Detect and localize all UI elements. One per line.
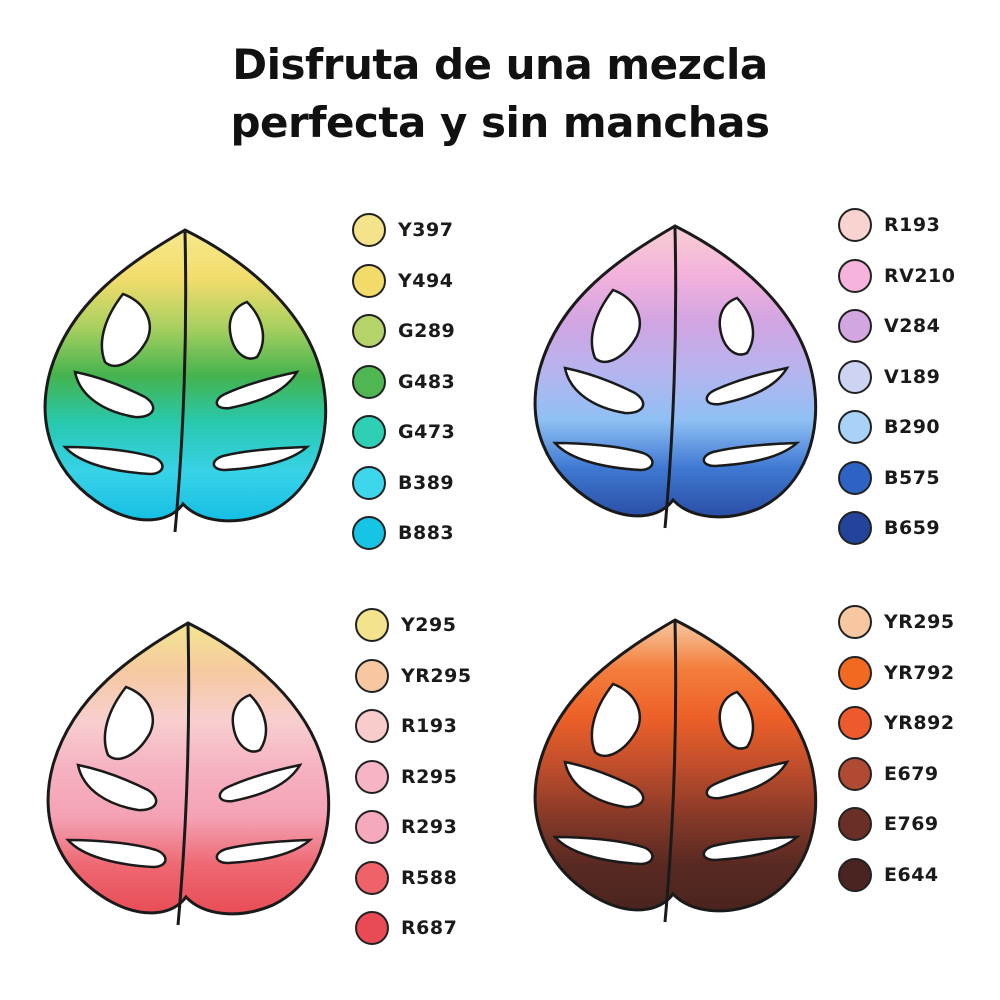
swatch: YR295 bbox=[355, 651, 505, 702]
swatch: G483 bbox=[352, 357, 502, 408]
color-dot bbox=[352, 364, 386, 399]
color-dot bbox=[352, 465, 386, 500]
color-code: R193 bbox=[401, 715, 458, 738]
color-dot bbox=[352, 516, 386, 551]
swatch: V284 bbox=[838, 301, 988, 352]
swatch: E644 bbox=[838, 850, 988, 901]
swatch: YR295 bbox=[838, 597, 988, 648]
swatch: B290 bbox=[838, 402, 988, 453]
color-code: V189 bbox=[884, 365, 941, 388]
color-code: E679 bbox=[884, 762, 939, 785]
color-dot bbox=[838, 655, 872, 690]
color-code: Y494 bbox=[398, 269, 454, 292]
swatch: G473 bbox=[352, 407, 502, 458]
color-dot bbox=[352, 263, 386, 298]
swatch: R193 bbox=[838, 200, 988, 251]
swatch: YR792 bbox=[838, 648, 988, 699]
leaf-svg bbox=[43, 228, 328, 533]
swatch: R588 bbox=[355, 853, 505, 904]
swatch: R687 bbox=[355, 903, 505, 954]
color-code: B575 bbox=[884, 466, 941, 489]
swatch: R193 bbox=[355, 701, 505, 752]
color-dot bbox=[355, 658, 389, 693]
color-dot bbox=[838, 460, 872, 495]
color-code: RV210 bbox=[884, 264, 956, 287]
swatch: V189 bbox=[838, 352, 988, 403]
swatch: B389 bbox=[352, 458, 502, 509]
color-dot bbox=[355, 810, 389, 845]
swatch-list-red: Y295 YR295 R193 R295 R293 R588 R687 bbox=[355, 600, 505, 954]
swatch: B575 bbox=[838, 453, 988, 504]
swatch-list-green: Y397 Y494 G289 G483 G473 B389 B883 bbox=[352, 205, 502, 559]
swatch: R295 bbox=[355, 752, 505, 803]
color-dot bbox=[838, 605, 872, 640]
leaf-illustration-red bbox=[38, 615, 338, 935]
color-dot bbox=[838, 309, 872, 344]
leaf-svg bbox=[533, 224, 818, 529]
color-dot bbox=[838, 756, 872, 791]
color-dot bbox=[838, 807, 872, 842]
color-code: R588 bbox=[401, 866, 458, 889]
leaf-illustration-brown bbox=[525, 612, 825, 932]
swatch-list-blue: R193 RV210 V284 V189 B290 B575 B659 bbox=[838, 200, 988, 554]
color-code: G289 bbox=[398, 320, 456, 343]
color-dot bbox=[352, 415, 386, 450]
swatch: B883 bbox=[352, 508, 502, 559]
swatch: B659 bbox=[838, 503, 988, 554]
color-code: Y397 bbox=[398, 219, 454, 242]
color-code: R295 bbox=[401, 765, 458, 788]
swatch: YR892 bbox=[838, 698, 988, 749]
swatch: RV210 bbox=[838, 251, 988, 302]
swatch: E679 bbox=[838, 749, 988, 800]
color-dot bbox=[355, 911, 389, 946]
leaf-illustration-blue bbox=[525, 218, 825, 538]
color-code: R293 bbox=[401, 816, 458, 839]
leaf-svg bbox=[46, 621, 331, 926]
color-dot bbox=[838, 857, 872, 892]
color-dot bbox=[352, 314, 386, 349]
swatch: R293 bbox=[355, 802, 505, 853]
headline-line-2: perfecta y sin manchas bbox=[230, 98, 770, 147]
color-code: B659 bbox=[884, 517, 941, 540]
headline: Disfruta de una mezcla perfecta y sin ma… bbox=[0, 36, 1000, 152]
swatch: Y295 bbox=[355, 600, 505, 651]
color-dot bbox=[352, 213, 386, 248]
color-code: G473 bbox=[398, 421, 456, 444]
color-dot bbox=[355, 608, 389, 643]
color-dot bbox=[355, 860, 389, 895]
color-code: YR892 bbox=[884, 712, 955, 735]
color-code: V284 bbox=[884, 315, 941, 338]
color-dot bbox=[838, 208, 872, 243]
swatch: E769 bbox=[838, 799, 988, 850]
color-code: R193 bbox=[884, 214, 941, 237]
color-code: B883 bbox=[398, 522, 455, 545]
color-code: G483 bbox=[398, 370, 456, 393]
color-dot bbox=[838, 359, 872, 394]
headline-line-1: Disfruta de una mezcla bbox=[232, 40, 768, 89]
color-code: YR792 bbox=[884, 661, 955, 684]
color-code: B290 bbox=[884, 416, 941, 439]
color-code: YR295 bbox=[401, 664, 472, 687]
color-dot bbox=[355, 759, 389, 794]
swatch: Y397 bbox=[352, 205, 502, 256]
color-code: B389 bbox=[398, 471, 455, 494]
color-code: R687 bbox=[401, 917, 458, 940]
swatch: G289 bbox=[352, 306, 502, 357]
color-dot bbox=[838, 258, 872, 293]
color-code: E769 bbox=[884, 813, 939, 836]
color-dot bbox=[355, 709, 389, 744]
swatch-list-brown: YR295 YR792 YR892 E679 E769 E644 bbox=[838, 597, 988, 900]
color-dot bbox=[838, 410, 872, 445]
color-code: Y295 bbox=[401, 614, 457, 637]
leaf-illustration-green bbox=[35, 222, 335, 542]
color-dot bbox=[838, 511, 872, 546]
color-dot bbox=[838, 706, 872, 741]
leaf-svg bbox=[533, 618, 818, 923]
color-code: YR295 bbox=[884, 611, 955, 634]
swatch: Y494 bbox=[352, 256, 502, 307]
color-code: E644 bbox=[884, 863, 939, 886]
